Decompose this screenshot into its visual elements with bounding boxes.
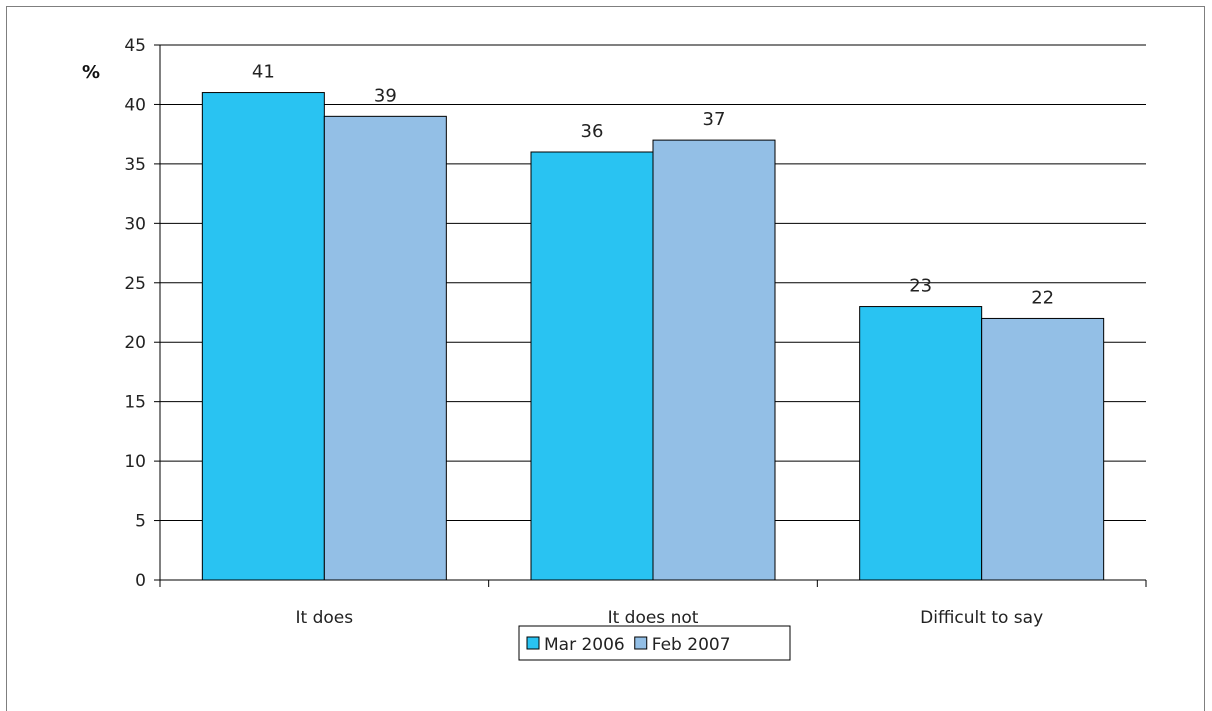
data-label: 41 — [252, 62, 275, 83]
y-tick-label: 0 — [135, 571, 146, 591]
y-tick-label: 45 — [124, 36, 146, 56]
data-label: 23 — [909, 276, 932, 297]
data-label: 22 — [1031, 287, 1054, 308]
legend-swatch — [526, 636, 540, 650]
x-category-label: It does not — [608, 608, 699, 628]
data-label: 36 — [581, 121, 604, 142]
legend-label: Feb 2007 — [652, 635, 731, 655]
bar-feb-2007 — [652, 139, 776, 581]
y-tick-label: 35 — [124, 155, 146, 175]
x-category-label: It does — [296, 608, 354, 628]
data-label: 39 — [374, 85, 397, 106]
legend-box — [518, 625, 791, 661]
y-tick-label: 30 — [124, 214, 146, 234]
y-tick-label: 25 — [124, 274, 146, 294]
x-category-label: Difficult to say — [920, 608, 1043, 628]
y-tick-label: 10 — [124, 452, 146, 472]
legend-label: Mar 2006 — [544, 635, 625, 655]
y-axis-unit-label: % — [82, 62, 100, 83]
bar-feb-2007 — [323, 115, 447, 581]
legend: Mar 2006 Feb 2007 — [518, 625, 791, 661]
y-tick-label: 5 — [135, 512, 146, 532]
bar-mar-2006 — [530, 151, 654, 581]
data-label: 37 — [703, 109, 726, 130]
data-labels: 41 39 36 37 23 22 — [252, 62, 1054, 309]
y-tick-label: 20 — [124, 333, 146, 353]
axes: 0 5 10 15 20 25 30 35 40 45 It does It does not Diff… — [124, 36, 1147, 628]
legend-swatch — [634, 636, 648, 650]
bar-mar-2006 — [859, 306, 983, 581]
y-tick-label: 15 — [124, 393, 146, 413]
bar-mar-2006 — [201, 92, 325, 581]
chart-frame — [6, 6, 1205, 711]
y-tick-label: 40 — [124, 95, 146, 115]
bars — [201, 92, 1105, 581]
bar-feb-2007 — [981, 317, 1105, 581]
